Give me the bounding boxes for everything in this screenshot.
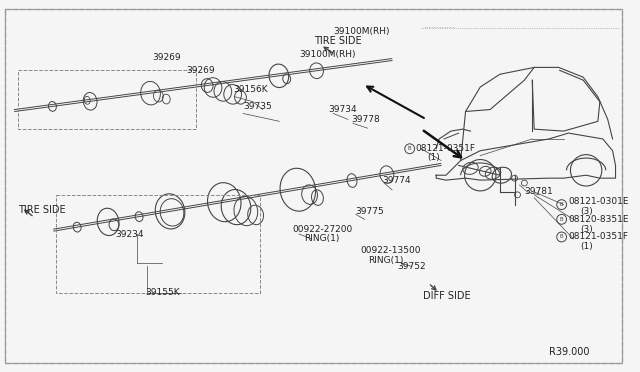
- Text: 39156K: 39156K: [233, 86, 268, 94]
- Text: 39778: 39778: [351, 115, 380, 124]
- Text: DIFF SIDE: DIFF SIDE: [424, 291, 471, 301]
- Text: 00922-27200: 00922-27200: [292, 225, 353, 234]
- Text: 39734: 39734: [328, 105, 357, 114]
- Text: 39269: 39269: [186, 66, 215, 75]
- Text: 39100M(RH): 39100M(RH): [333, 27, 390, 36]
- Text: R39.000: R39.000: [549, 347, 589, 357]
- Text: 39735: 39735: [243, 102, 272, 111]
- Text: B: B: [560, 234, 563, 240]
- Text: 08121-0351F: 08121-0351F: [415, 144, 476, 153]
- Text: (3): (3): [580, 225, 593, 234]
- Text: 39269: 39269: [152, 53, 180, 62]
- Text: 00922-13500: 00922-13500: [361, 246, 421, 255]
- Text: 39234: 39234: [116, 230, 144, 238]
- Text: 08120-8351E: 08120-8351E: [568, 215, 629, 224]
- Text: (1): (1): [428, 153, 440, 162]
- Text: 39774: 39774: [382, 176, 411, 185]
- Text: RING(1): RING(1): [369, 256, 404, 265]
- Text: 39155K: 39155K: [145, 288, 180, 297]
- Text: (1): (1): [580, 242, 593, 251]
- Text: RING(1): RING(1): [304, 234, 339, 243]
- Text: B: B: [560, 202, 563, 207]
- Text: 39100M(RH): 39100M(RH): [299, 50, 355, 59]
- Text: B: B: [560, 217, 563, 222]
- Text: 08121-0301E: 08121-0301E: [568, 197, 629, 206]
- Text: 39781: 39781: [524, 187, 553, 196]
- Text: 39752: 39752: [397, 262, 426, 271]
- Text: 39775: 39775: [355, 207, 383, 216]
- Text: ............: ............: [424, 21, 455, 30]
- Text: (3): (3): [580, 207, 593, 216]
- Text: TIRE SIDE: TIRE SIDE: [18, 205, 65, 215]
- Text: TIRE SIDE: TIRE SIDE: [314, 36, 361, 46]
- Text: B: B: [408, 146, 412, 151]
- Text: 08121-0351F: 08121-0351F: [568, 232, 628, 241]
